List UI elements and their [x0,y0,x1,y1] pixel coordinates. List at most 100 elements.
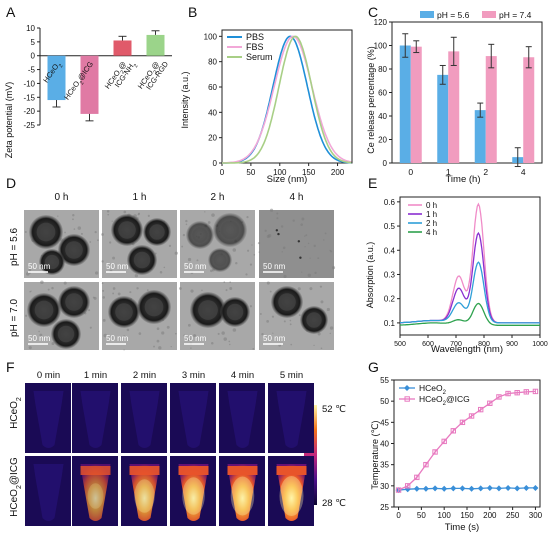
temperature-point [395,487,402,493]
thermal-column-label: 3 min [182,370,205,381]
tem-noise [147,214,150,217]
absorption-legend-label: 0 h [426,201,437,210]
temperature-ytick-label: 40 [380,440,389,449]
tem-debris [275,229,279,232]
ce-release-xlabel: Time (h) [445,174,480,185]
size-ytick-label: 100 [204,32,218,41]
tem-noise [280,225,284,228]
tem-noise [190,289,194,293]
tem-noise [87,309,91,312]
zeta-ytick-label: 10 [26,24,35,33]
tem-nanoparticle-core [57,325,75,343]
tem-noise [210,269,213,273]
temperature-point [523,484,530,491]
tem-noise [261,332,264,336]
ce-legend-label: pH = 7.4 [499,10,532,20]
tem-noise [245,273,248,276]
tem-noise [166,325,170,329]
thermal-tube [178,391,209,448]
tem-noise [319,285,323,288]
absorption-xtick-label: 1000 [532,341,548,348]
tem-scale-label: 50 nm [28,334,51,343]
ce-bar [399,45,411,163]
tem-nanoparticle-core [133,251,151,269]
ce-ytick-label: 40 [378,112,387,121]
tem-scale-label: 50 nm [263,262,286,271]
tem-noise [211,213,215,217]
temperature-ylabel: Temperature (℃) [370,420,380,489]
tem-noise [28,268,32,272]
tem-noise [258,251,260,253]
tem-noise [80,232,83,235]
ce-bar [410,46,422,163]
thermal-image-grid: HCeO2 HCeO2@ICG 52 ℃ 28 ℃ 0 min 1 min 2 mi… [9,370,346,526]
thermal-row-label-heceo2: HCeO2 [9,397,23,429]
size-xtick-label: 150 [302,168,316,177]
thermal-tube-hot [129,464,160,521]
tem-noise [267,233,272,238]
tem-noise [64,231,66,234]
tem-noise [228,340,231,343]
size-xtick-label: 100 [273,168,287,177]
absorption-spectra-chart: Absorption (a.u.) Wavelength (nm) 500 600… [365,196,548,355]
temperature-point [532,484,539,491]
size-legend-label: PBS [246,32,264,42]
tem-row-label-ph70: pH = 7.0 [9,299,20,338]
tem-nanoparticle-core [65,293,83,311]
temperature-point [505,390,511,397]
tem-noise [271,315,275,318]
tem-noise [89,241,92,243]
tem-nanoparticle-core [34,300,54,320]
size-ytick-label: 60 [208,83,217,92]
tem-noise [168,244,172,248]
tem-noise [97,239,99,242]
tem-noise [136,287,139,290]
tem-noise [332,266,336,270]
tem-noise [229,287,233,290]
tem-nanoparticle-core [226,303,244,321]
temperature-point [404,483,411,489]
tem-noise [269,290,272,293]
tem-noise [204,211,206,213]
tem-debris [277,232,280,236]
temperature-point [423,461,429,468]
tem-noise [307,242,310,245]
tem-noise [304,246,306,248]
temperature-curve-chart: Temperature (℃) Time (s) 0 50 100 150 200 250… [370,376,543,533]
temperature-ytick-label: 45 [380,418,389,427]
temperature-point [523,389,530,395]
ce-bar [523,57,535,163]
tem-noise [329,249,331,252]
thermal-column-label: 4 min [231,370,254,381]
thermal-column-label: 5 min [280,370,303,381]
ce-xtick-label: 1 [446,167,451,177]
tem-noise [324,232,327,235]
tem-noise [309,287,313,291]
ce-ytick-label: 60 [378,89,387,98]
zeta-ytick-label: -5 [28,66,36,75]
ce-ytick-label: 80 [378,65,387,74]
tem-noise [30,290,32,292]
tem-noise [112,287,116,290]
tem-noise [24,230,27,234]
absorption-legend-label: 1 h [426,210,437,219]
ce-ytick-label: 100 [374,42,388,51]
tem-nanoparticle-core [198,300,218,320]
tem-noise [129,291,132,294]
thermal-tube [276,391,307,448]
tem-noise [190,347,192,349]
absorption-ytick-label: 0.1 [384,319,396,328]
tem-nanoparticle-core [118,221,136,239]
panel-letter-f: F [6,359,15,375]
thermal-hotspot [134,479,155,513]
thermal-tube-cap [129,466,160,475]
temperature-point [441,438,447,445]
tem-nanoparticle-core [306,312,322,328]
tem-noise [40,280,44,285]
tem-nanoparticle-core [144,297,164,317]
tem-noise [181,245,184,248]
colorbar-min-label: 28 ℃ [322,498,346,509]
size-xtick-label: 0 [220,168,225,177]
tem-nanoparticle [208,248,232,272]
